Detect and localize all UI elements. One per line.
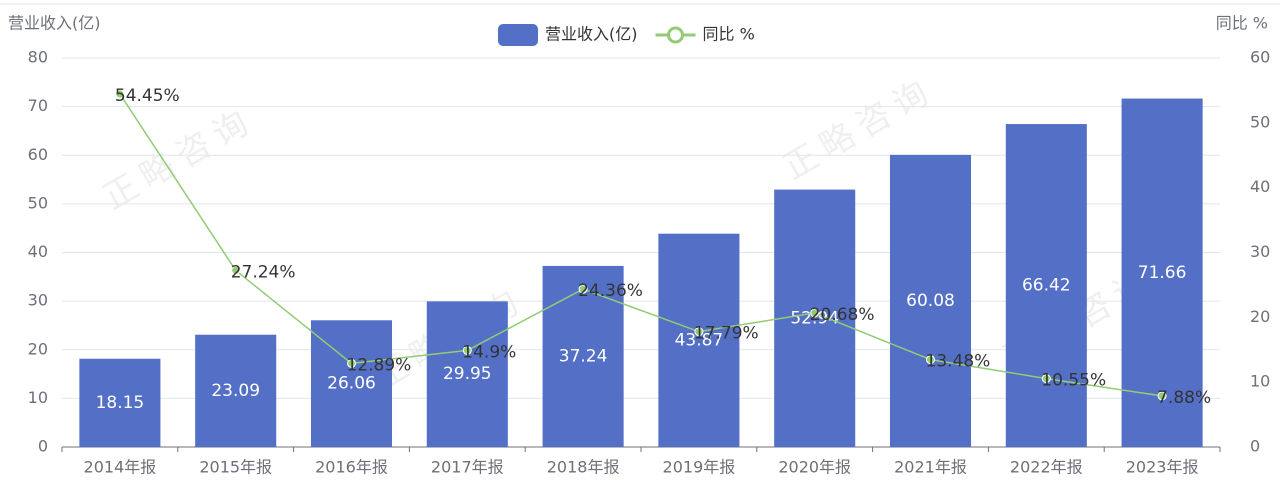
x-tick-label: 2014年报 xyxy=(84,458,157,477)
bar-value-label: 43.87 xyxy=(675,330,724,350)
bar-value-label: 71.66 xyxy=(1138,263,1187,283)
bar xyxy=(889,154,972,447)
x-tick-label: 2015年报 xyxy=(199,458,272,477)
bar-value-label: 29.95 xyxy=(443,364,492,384)
y-tick-label: 20 xyxy=(28,339,48,358)
bar-value-label: 37.24 xyxy=(559,346,608,366)
line-point xyxy=(694,327,704,337)
y-tick-label: 0 xyxy=(38,437,48,456)
bar-value-label: 23.09 xyxy=(211,381,260,401)
line-point xyxy=(810,308,820,318)
line-value-label: 10.55% xyxy=(1041,371,1106,391)
y2-tick-label: 20 xyxy=(1250,307,1270,326)
bar xyxy=(195,334,277,447)
x-tick-label: 2021年报 xyxy=(894,458,967,477)
line-point xyxy=(1041,374,1051,384)
line-point xyxy=(462,345,472,355)
bar xyxy=(658,233,740,447)
y-tick-label: 30 xyxy=(28,291,48,310)
x-tick-label: 2019年报 xyxy=(663,458,736,477)
bar xyxy=(1121,98,1203,447)
x-tick-label: 2018年报 xyxy=(547,458,620,477)
y2-tick-label: 30 xyxy=(1250,242,1270,261)
y2-tick-label: 40 xyxy=(1250,177,1270,196)
bar-value-label: 26.06 xyxy=(327,374,376,394)
line-point xyxy=(1157,391,1167,401)
x-tick-label: 2020年报 xyxy=(778,458,851,477)
y-tick-label: 40 xyxy=(28,242,48,261)
bar xyxy=(79,358,161,447)
line-value-label: 7.88% xyxy=(1157,388,1211,408)
bar xyxy=(774,189,856,447)
x-tick-label: 2023年报 xyxy=(1126,458,1199,477)
y-tick-label: 60 xyxy=(28,145,48,164)
y-tick-label: 10 xyxy=(28,388,48,407)
x-tick-label: 2022年报 xyxy=(1010,458,1083,477)
line-point xyxy=(578,284,588,294)
bar-value-label: 66.42 xyxy=(1022,276,1071,296)
y-axis-title: 营业收入(亿) xyxy=(8,14,101,33)
y2-tick-label: 10 xyxy=(1250,372,1270,391)
line-value-label: 54.45% xyxy=(115,86,180,106)
legend-label: 营业收入(亿) xyxy=(545,25,638,44)
y2-axis-title: 同比 % xyxy=(1216,14,1268,33)
line-point xyxy=(347,358,356,368)
line xyxy=(119,93,1163,397)
line-value-label: 24.36% xyxy=(578,281,643,301)
line-value-label: 12.89% xyxy=(347,355,412,375)
legend-swatch xyxy=(498,24,538,46)
y2-tick-label: 0 xyxy=(1250,437,1260,456)
y2-tick-label: 50 xyxy=(1250,112,1270,131)
line-value-label: 17.79% xyxy=(694,324,759,344)
legend-swatch xyxy=(667,26,684,44)
bar-value-label: 60.08 xyxy=(906,291,955,311)
x-tick-label: 2017年报 xyxy=(431,458,504,477)
bar-value-label: 52.94 xyxy=(790,308,839,328)
line-value-label: 20.68% xyxy=(810,305,875,325)
line-point xyxy=(926,355,935,365)
bar xyxy=(542,265,624,447)
y-tick-label: 70 xyxy=(28,96,48,115)
line-value-label: 13.48% xyxy=(926,352,991,372)
x-tick-label: 2016年报 xyxy=(315,458,388,477)
line-value-label: 27.24% xyxy=(231,262,296,282)
line-point xyxy=(231,265,241,275)
y2-tick-label: 60 xyxy=(1250,48,1270,67)
legend-label: 同比 % xyxy=(703,25,755,44)
bar-value-label: 18.15 xyxy=(96,393,145,413)
bar xyxy=(426,301,508,447)
line-value-label: 14.9% xyxy=(462,342,516,362)
y-tick-label: 50 xyxy=(28,193,48,212)
bar xyxy=(1005,124,1087,448)
line-point xyxy=(115,89,125,99)
y-tick-label: 80 xyxy=(28,48,48,67)
watermark: 正略咨询 xyxy=(97,99,262,218)
